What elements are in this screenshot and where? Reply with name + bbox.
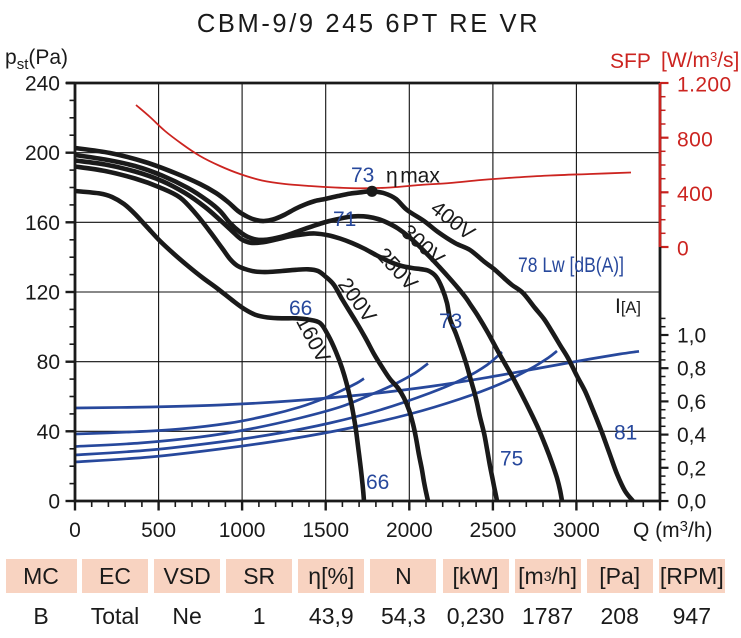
svg-text:1,0: 1,0 xyxy=(677,325,706,348)
svg-text:0: 0 xyxy=(48,491,60,514)
svg-text:40: 40 xyxy=(37,421,60,444)
svg-text:0,6: 0,6 xyxy=(677,391,706,414)
svg-text:2000: 2000 xyxy=(386,519,433,542)
svg-text:500: 500 xyxy=(141,519,176,542)
svg-text:240: 240 xyxy=(25,73,60,96)
svg-text:0: 0 xyxy=(69,519,81,542)
svg-text:160: 160 xyxy=(25,212,60,235)
svg-text:1500: 1500 xyxy=(302,519,349,542)
svg-text:120: 120 xyxy=(25,282,60,305)
svg-text:800: 800 xyxy=(677,128,713,151)
svg-text:1.200: 1.200 xyxy=(677,74,732,97)
svg-text:0,2: 0,2 xyxy=(677,457,706,480)
svg-text:200: 200 xyxy=(25,142,60,165)
svg-text:3000: 3000 xyxy=(553,519,600,542)
svg-text:400V: 400V xyxy=(426,197,479,245)
svg-text:66: 66 xyxy=(366,471,389,494)
svg-text:0: 0 xyxy=(677,238,689,261)
svg-text:66: 66 xyxy=(289,297,312,320)
svg-text:73: 73 xyxy=(351,164,374,187)
svg-text:0,8: 0,8 xyxy=(677,358,706,381)
svg-text:81: 81 xyxy=(614,422,637,445)
svg-text:71: 71 xyxy=(333,208,356,231)
svg-text:Q (m3/h): Q (m3/h) xyxy=(633,518,713,542)
svg-text:78 Lw [dB(A)]: 78 Lw [dB(A)] xyxy=(518,254,624,277)
svg-text:pst(Pa): pst(Pa) xyxy=(5,46,68,73)
svg-text:400: 400 xyxy=(677,183,713,206)
svg-text:0,4: 0,4 xyxy=(677,424,707,447)
svg-text:75: 75 xyxy=(500,448,523,471)
svg-text:I[A]: I[A] xyxy=(615,295,641,318)
svg-text:2500: 2500 xyxy=(470,519,517,542)
svg-text:0,0: 0,0 xyxy=(677,491,706,514)
svg-text:1000: 1000 xyxy=(219,519,266,542)
svg-text:80: 80 xyxy=(37,351,60,374)
svg-text:73: 73 xyxy=(439,310,462,333)
svg-text:200V: 200V xyxy=(333,274,380,327)
svg-text:[W/m3/s]: [W/m3/s] xyxy=(661,49,739,72)
svg-text:SFP: SFP xyxy=(610,50,651,73)
